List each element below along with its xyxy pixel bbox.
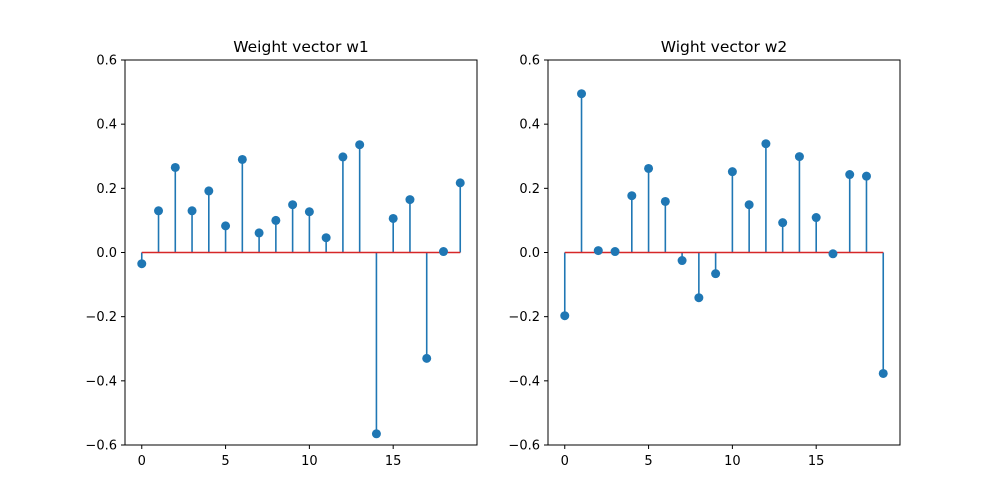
stem-marker [577, 89, 587, 99]
stem-marker [405, 195, 415, 205]
y-tick-label: −0.6 [508, 439, 540, 454]
stem-marker [610, 247, 620, 257]
x-tick-label: 10 [724, 454, 741, 469]
y-tick-label: −0.4 [85, 374, 117, 389]
stem-marker [288, 200, 298, 210]
y-tick-label: −0.2 [508, 310, 540, 325]
stem-marker [154, 206, 164, 216]
stem-marker [455, 178, 465, 188]
stem-marker [422, 353, 432, 363]
y-tick-label: 0.2 [96, 182, 117, 197]
stem-marker [744, 200, 754, 210]
y-tick-label: −0.2 [85, 310, 117, 325]
stem-marker [388, 213, 398, 223]
stem-marker [137, 259, 147, 269]
stem-marker [221, 221, 231, 231]
y-axis: −0.6 −0.4 −0.2 0.0 0.2 0.4 0.6 [508, 54, 548, 454]
stem-marker [271, 215, 281, 225]
stem-marker [761, 139, 771, 149]
y-axis: −0.6 −0.4 −0.2 0.0 0.2 0.4 0.6 [85, 54, 125, 454]
stem-marker [371, 429, 381, 439]
stem-marker [338, 152, 348, 162]
chart-title: Weight vector w1 [233, 38, 369, 56]
stem-marker [627, 191, 637, 201]
stem-marker [845, 170, 855, 180]
stem-marker [727, 167, 737, 177]
stem-marker [711, 269, 721, 279]
stem-marker [438, 247, 448, 257]
y-tick-label: 0.4 [519, 118, 540, 133]
x-tick-label: 15 [385, 454, 402, 469]
chart-panel-w2: Wight vector w2 −0.6 −0.4 −0.2 0.0 0.2 0.4 0.6… [508, 38, 901, 469]
stem-marker [187, 206, 197, 216]
stem-marker [694, 293, 704, 303]
stem-marker [878, 368, 888, 378]
stem-marker [304, 207, 314, 217]
y-tick-label: 0.4 [96, 118, 117, 133]
stem-marker [644, 163, 654, 173]
stem-series-w2 [560, 89, 888, 378]
stem-marker [811, 213, 821, 223]
x-axis: 0 5 10 15 [138, 445, 402, 469]
stem-marker [170, 162, 180, 172]
x-tick-label: 0 [561, 454, 569, 469]
stem-marker [204, 186, 214, 196]
y-tick-label: 0.6 [519, 54, 540, 69]
x-axis: 0 5 10 15 [561, 445, 825, 469]
stem-marker [828, 249, 838, 259]
stem-marker [660, 196, 670, 206]
stem-marker [237, 154, 247, 164]
y-tick-label: 0.2 [519, 182, 540, 197]
stem-marker [560, 311, 570, 321]
stem-series-w1 [137, 140, 465, 439]
y-tick-label: −0.6 [85, 439, 117, 454]
y-tick-label: 0.0 [519, 246, 540, 261]
stem-marker [593, 246, 603, 256]
y-tick-label: −0.4 [508, 374, 540, 389]
x-tick-label: 15 [808, 454, 825, 469]
x-tick-label: 0 [138, 454, 146, 469]
x-tick-label: 5 [221, 454, 229, 469]
stem-marker [861, 171, 871, 181]
chart-panel-w1: Weight vector w1 −0.6 −0.4 −0.2 0.0 0.2 0.4 0.… [85, 38, 478, 469]
y-tick-label: 0.6 [96, 54, 117, 69]
stem-marker [794, 152, 804, 162]
stem-marker [677, 256, 687, 266]
stem-marker [355, 140, 365, 150]
stem-marker [778, 218, 788, 228]
chart-title: Wight vector w2 [661, 38, 788, 56]
x-tick-label: 10 [301, 454, 318, 469]
y-tick-label: 0.0 [96, 246, 117, 261]
stem-marker [321, 233, 331, 243]
stem-marker [254, 228, 264, 238]
x-tick-label: 5 [644, 454, 652, 469]
